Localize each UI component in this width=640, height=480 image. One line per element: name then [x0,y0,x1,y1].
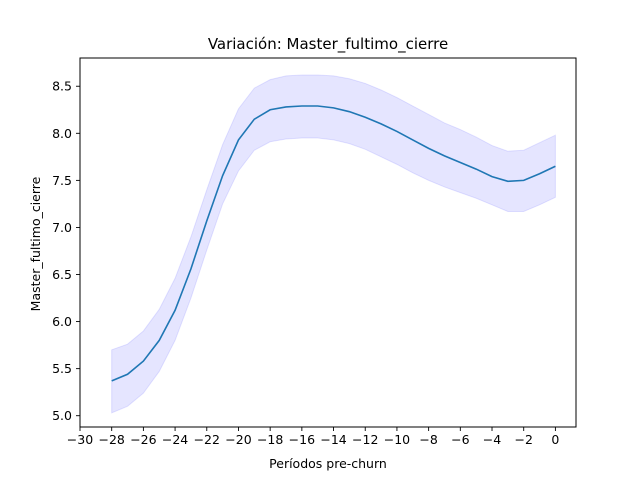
x-tick-label: −10 [384,432,410,447]
y-tick-label: 8.0 [52,126,72,141]
chart-title: Variación: Master_fultimo_cierre [208,35,448,54]
x-tick-label: −20 [225,432,251,447]
x-tick-label: −16 [289,432,315,447]
x-tick-label: 0 [551,432,559,447]
x-axis: −30 −28 −26 −24 −22 −20 −18 −16 −14 −12 −10 −8 −6 −4−… [67,427,559,447]
confidence-band [111,74,556,414]
y-tick-label: 8.5 [52,79,72,94]
y-tick-label: 6.5 [52,267,72,282]
series-line [111,105,556,382]
plot-frame [79,57,577,428]
y-axis-label: Master_fultimo_cierre [28,176,43,311]
y-axis: 5.0 5.5 6.0 6.5 7.0 7.5 8.0 8.5 [52,79,80,423]
y-tick-label: 5.5 [52,361,72,376]
x-tick-label: −12 [352,432,378,447]
x-tick-label: −30 [67,432,93,447]
x-tick-label: −6 [451,432,469,447]
x-tick-label: −24 [162,432,188,447]
x-tick-label: −14 [320,432,346,447]
y-tick-label: 7.5 [52,173,72,188]
x-tick-label: −8 [419,432,437,447]
x-tick-label: −18 [257,432,283,447]
x-tick-label: −2 [514,432,532,447]
x-tick-label: −26 [130,432,156,447]
x-tick-label: −4 [483,432,501,447]
y-tick-label: 7.0 [52,220,72,235]
x-tick-label: −28 [98,432,124,447]
x-tick-label: −22 [194,432,220,447]
y-tick-label: 6.0 [52,314,72,329]
plot-layer [111,74,556,414]
y-tick-label: 5.0 [52,408,72,423]
x-axis-label: Períodos pre-churn [269,456,387,471]
